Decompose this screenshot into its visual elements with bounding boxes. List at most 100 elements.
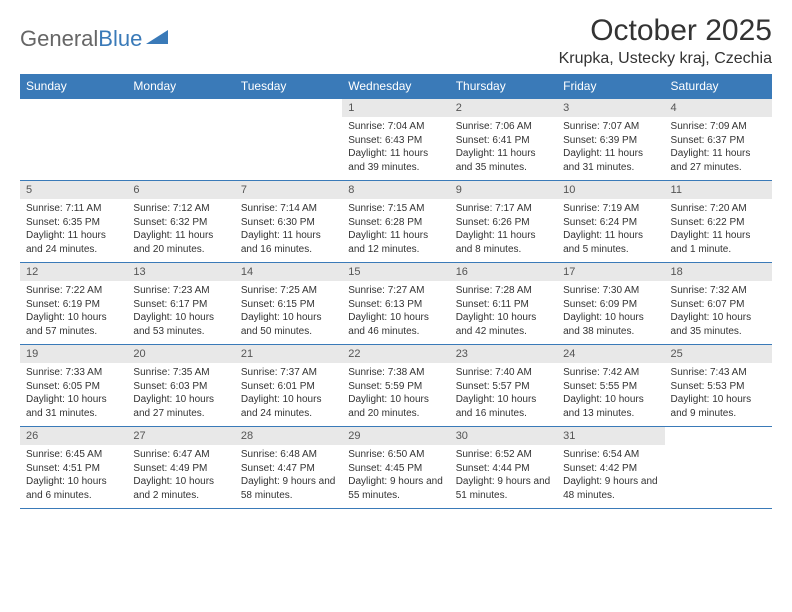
day-number: 24	[557, 345, 664, 363]
day-number: 16	[450, 263, 557, 281]
day-cell: 6Sunrise: 7:12 AM Sunset: 6:32 PM Daylig…	[127, 181, 234, 263]
day-cell: 18Sunrise: 7:32 AM Sunset: 6:07 PM Dayli…	[665, 263, 772, 345]
day-text: Sunrise: 7:42 AM Sunset: 5:55 PM Dayligh…	[557, 363, 664, 426]
day-text: Sunrise: 7:33 AM Sunset: 6:05 PM Dayligh…	[20, 363, 127, 426]
day-text: Sunrise: 6:52 AM Sunset: 4:44 PM Dayligh…	[450, 445, 557, 508]
day-header: Friday	[557, 74, 664, 99]
month-title: October 2025	[559, 14, 772, 48]
day-number: 6	[127, 181, 234, 199]
day-text: Sunrise: 6:54 AM Sunset: 4:42 PM Dayligh…	[557, 445, 664, 508]
day-cell: 29Sunrise: 6:50 AM Sunset: 4:45 PM Dayli…	[342, 427, 449, 509]
day-text: Sunrise: 7:23 AM Sunset: 6:17 PM Dayligh…	[127, 281, 234, 344]
day-header: Saturday	[665, 74, 772, 99]
day-text: Sunrise: 7:20 AM Sunset: 6:22 PM Dayligh…	[665, 199, 772, 262]
calendar-table: Sunday Monday Tuesday Wednesday Thursday…	[20, 74, 772, 509]
day-cell: 9Sunrise: 7:17 AM Sunset: 6:26 PM Daylig…	[450, 181, 557, 263]
day-text: Sunrise: 7:27 AM Sunset: 6:13 PM Dayligh…	[342, 281, 449, 344]
logo-triangle-icon	[146, 26, 168, 52]
day-cell: 13Sunrise: 7:23 AM Sunset: 6:17 PM Dayli…	[127, 263, 234, 345]
title-block: October 2025 Krupka, Ustecky kraj, Czech…	[559, 14, 772, 68]
day-cell: 25Sunrise: 7:43 AM Sunset: 5:53 PM Dayli…	[665, 345, 772, 427]
day-cell: 23Sunrise: 7:40 AM Sunset: 5:57 PM Dayli…	[450, 345, 557, 427]
day-number: 26	[20, 427, 127, 445]
day-text: Sunrise: 7:17 AM Sunset: 6:26 PM Dayligh…	[450, 199, 557, 262]
day-cell: 14Sunrise: 7:25 AM Sunset: 6:15 PM Dayli…	[235, 263, 342, 345]
day-text: Sunrise: 7:06 AM Sunset: 6:41 PM Dayligh…	[450, 117, 557, 180]
day-text: Sunrise: 6:45 AM Sunset: 4:51 PM Dayligh…	[20, 445, 127, 508]
day-text: Sunrise: 7:28 AM Sunset: 6:11 PM Dayligh…	[450, 281, 557, 344]
day-number: 4	[665, 99, 772, 117]
header: GeneralBlue October 2025 Krupka, Ustecky…	[20, 14, 772, 68]
day-cell: 3Sunrise: 7:07 AM Sunset: 6:39 PM Daylig…	[557, 99, 664, 181]
week-row: 5Sunrise: 7:11 AM Sunset: 6:35 PM Daylig…	[20, 181, 772, 263]
day-cell: 4Sunrise: 7:09 AM Sunset: 6:37 PM Daylig…	[665, 99, 772, 181]
day-text: Sunrise: 7:43 AM Sunset: 5:53 PM Dayligh…	[665, 363, 772, 426]
day-number: 25	[665, 345, 772, 363]
day-number: 19	[20, 345, 127, 363]
day-text: Sunrise: 7:09 AM Sunset: 6:37 PM Dayligh…	[665, 117, 772, 180]
day-cell: 31Sunrise: 6:54 AM Sunset: 4:42 PM Dayli…	[557, 427, 664, 509]
day-number: 21	[235, 345, 342, 363]
day-text: Sunrise: 7:07 AM Sunset: 6:39 PM Dayligh…	[557, 117, 664, 180]
day-header: Sunday	[20, 74, 127, 99]
day-number: 2	[450, 99, 557, 117]
day-cell: ..	[20, 99, 127, 181]
day-cell: 7Sunrise: 7:14 AM Sunset: 6:30 PM Daylig…	[235, 181, 342, 263]
day-text: Sunrise: 7:25 AM Sunset: 6:15 PM Dayligh…	[235, 281, 342, 344]
day-cell: 8Sunrise: 7:15 AM Sunset: 6:28 PM Daylig…	[342, 181, 449, 263]
day-cell: 21Sunrise: 7:37 AM Sunset: 6:01 PM Dayli…	[235, 345, 342, 427]
day-number: 14	[235, 263, 342, 281]
day-cell: 10Sunrise: 7:19 AM Sunset: 6:24 PM Dayli…	[557, 181, 664, 263]
day-text: Sunrise: 7:11 AM Sunset: 6:35 PM Dayligh…	[20, 199, 127, 262]
day-cell: ..	[665, 427, 772, 509]
day-cell: 26Sunrise: 6:45 AM Sunset: 4:51 PM Dayli…	[20, 427, 127, 509]
day-number: 9	[450, 181, 557, 199]
day-number: 30	[450, 427, 557, 445]
day-text: Sunrise: 6:47 AM Sunset: 4:49 PM Dayligh…	[127, 445, 234, 508]
day-number: 10	[557, 181, 664, 199]
day-cell: 24Sunrise: 7:42 AM Sunset: 5:55 PM Dayli…	[557, 345, 664, 427]
day-number: 27	[127, 427, 234, 445]
day-cell: 28Sunrise: 6:48 AM Sunset: 4:47 PM Dayli…	[235, 427, 342, 509]
day-cell: ..	[235, 99, 342, 181]
day-cell: 1Sunrise: 7:04 AM Sunset: 6:43 PM Daylig…	[342, 99, 449, 181]
day-number: 13	[127, 263, 234, 281]
day-cell: 12Sunrise: 7:22 AM Sunset: 6:19 PM Dayli…	[20, 263, 127, 345]
day-number: 15	[342, 263, 449, 281]
day-text: Sunrise: 7:14 AM Sunset: 6:30 PM Dayligh…	[235, 199, 342, 262]
day-number: 7	[235, 181, 342, 199]
brand-part2: Blue	[98, 26, 142, 52]
day-number: 1	[342, 99, 449, 117]
day-cell: 15Sunrise: 7:27 AM Sunset: 6:13 PM Dayli…	[342, 263, 449, 345]
day-cell: 17Sunrise: 7:30 AM Sunset: 6:09 PM Dayli…	[557, 263, 664, 345]
day-cell: 16Sunrise: 7:28 AM Sunset: 6:11 PM Dayli…	[450, 263, 557, 345]
day-text: Sunrise: 7:04 AM Sunset: 6:43 PM Dayligh…	[342, 117, 449, 180]
page: GeneralBlue October 2025 Krupka, Ustecky…	[0, 0, 792, 519]
day-text: Sunrise: 7:37 AM Sunset: 6:01 PM Dayligh…	[235, 363, 342, 426]
day-text: Sunrise: 7:30 AM Sunset: 6:09 PM Dayligh…	[557, 281, 664, 344]
day-number: 5	[20, 181, 127, 199]
day-header: Monday	[127, 74, 234, 99]
day-number: 11	[665, 181, 772, 199]
day-cell: 22Sunrise: 7:38 AM Sunset: 5:59 PM Dayli…	[342, 345, 449, 427]
brand-part1: General	[20, 26, 98, 52]
day-text: Sunrise: 7:32 AM Sunset: 6:07 PM Dayligh…	[665, 281, 772, 344]
day-number: 22	[342, 345, 449, 363]
week-row: 12Sunrise: 7:22 AM Sunset: 6:19 PM Dayli…	[20, 263, 772, 345]
day-text: Sunrise: 7:22 AM Sunset: 6:19 PM Dayligh…	[20, 281, 127, 344]
day-number: 23	[450, 345, 557, 363]
day-header: Thursday	[450, 74, 557, 99]
location: Krupka, Ustecky kraj, Czechia	[559, 50, 772, 68]
day-number: 29	[342, 427, 449, 445]
day-cell: 27Sunrise: 6:47 AM Sunset: 4:49 PM Dayli…	[127, 427, 234, 509]
day-cell: ..	[127, 99, 234, 181]
day-text: Sunrise: 7:35 AM Sunset: 6:03 PM Dayligh…	[127, 363, 234, 426]
day-text: Sunrise: 6:50 AM Sunset: 4:45 PM Dayligh…	[342, 445, 449, 508]
day-text: Sunrise: 7:15 AM Sunset: 6:28 PM Dayligh…	[342, 199, 449, 262]
day-text: Sunrise: 7:19 AM Sunset: 6:24 PM Dayligh…	[557, 199, 664, 262]
day-number: 17	[557, 263, 664, 281]
week-row: 26Sunrise: 6:45 AM Sunset: 4:51 PM Dayli…	[20, 427, 772, 509]
day-cell: 11Sunrise: 7:20 AM Sunset: 6:22 PM Dayli…	[665, 181, 772, 263]
day-number: 31	[557, 427, 664, 445]
day-text: Sunrise: 7:40 AM Sunset: 5:57 PM Dayligh…	[450, 363, 557, 426]
